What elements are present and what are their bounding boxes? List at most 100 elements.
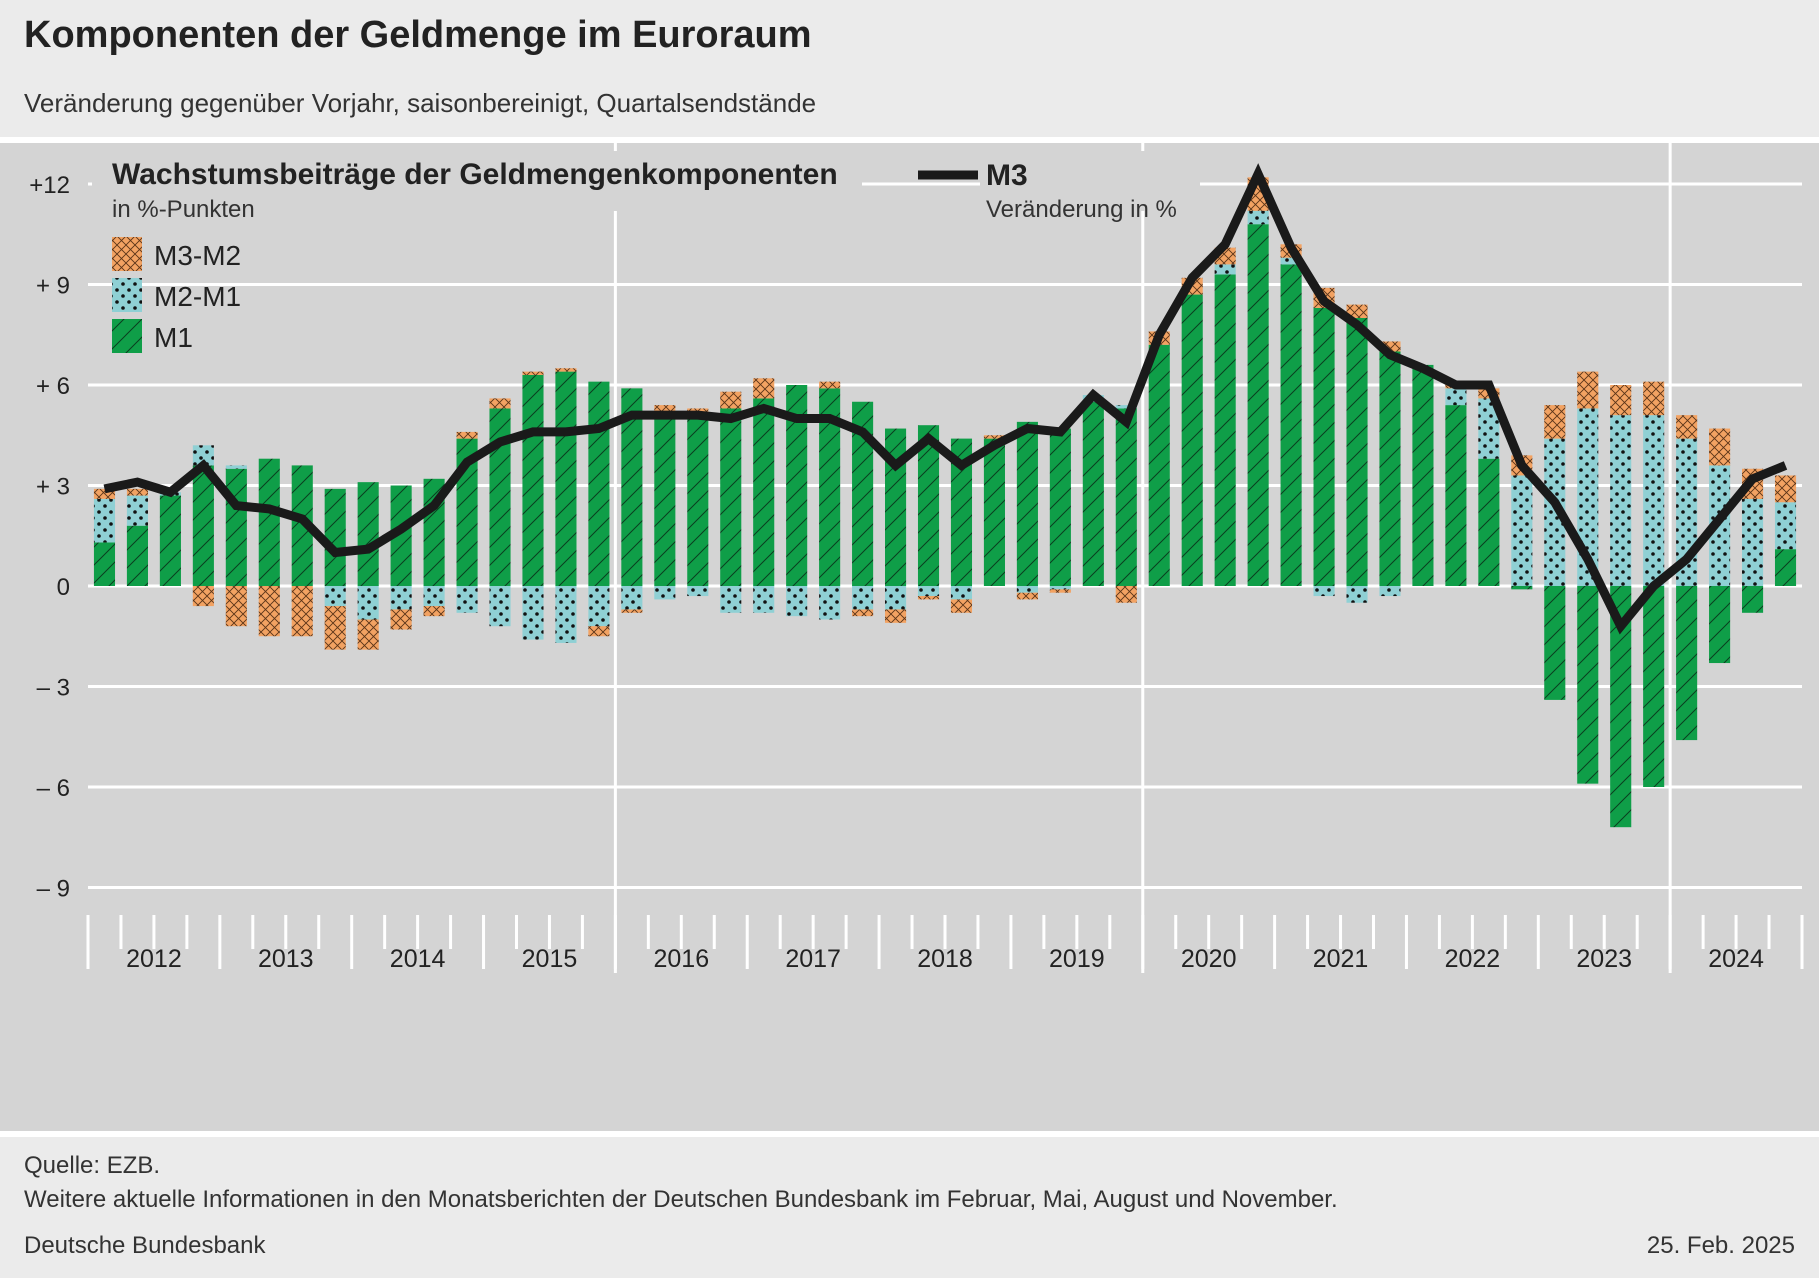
bar-m2m1 <box>357 586 379 620</box>
x-year-label: 2013 <box>258 945 314 973</box>
bar-m1 <box>1280 264 1302 586</box>
bar-m1 <box>852 401 874 586</box>
bar-m2m1 <box>621 586 643 610</box>
bar-m3m2 <box>983 435 1005 439</box>
bar-m1 <box>885 428 907 586</box>
bar-m2m1 <box>192 445 214 466</box>
bar-m3m2 <box>555 368 577 372</box>
bar-m2m1 <box>1115 405 1137 409</box>
bar-m1 <box>192 465 214 586</box>
bar-m3m2 <box>126 488 148 496</box>
x-year-label: 2023 <box>1576 945 1632 973</box>
y-tick-label: – 9 <box>37 876 70 903</box>
bar-m2m1 <box>1016 586 1038 593</box>
bar-m3m2 <box>950 599 973 613</box>
bar-m3m2 <box>324 606 346 650</box>
bar-m2m1 <box>588 586 610 627</box>
footer-note: Weitere aktuelle Informationen in den Mo… <box>24 1186 1338 1213</box>
bar-m2m1 <box>786 586 808 617</box>
x-year-label: 2020 <box>1181 945 1237 973</box>
bar-m1 <box>983 438 1005 586</box>
x-year-label: 2018 <box>917 945 973 973</box>
bar-m3m2 <box>1577 371 1599 409</box>
bar-m2m1 <box>1247 210 1269 225</box>
bar-m3m2 <box>258 586 280 637</box>
bar-m1 <box>93 542 116 586</box>
bar-m2m1 <box>522 586 544 640</box>
chart-title: Komponenten der Geldmenge im Euroraum <box>24 14 812 56</box>
bar-m2m1 <box>1379 586 1401 597</box>
bar-m1 <box>1709 586 1731 664</box>
x-year-label: 2015 <box>522 945 578 973</box>
bar-m3m2 <box>852 609 874 617</box>
bar-m1 <box>1643 586 1665 787</box>
legend-backdrop <box>92 151 862 211</box>
y-tick-label: – 6 <box>37 775 70 802</box>
bar-m2m1 <box>885 586 907 610</box>
bar-m2m1 <box>1346 586 1368 603</box>
bar-m2m1 <box>654 586 676 600</box>
legend: Wachstumsbeiträge der Geldmengenkomponen… <box>92 151 1200 353</box>
bar-m3m2 <box>588 626 610 637</box>
bar-m1 <box>1313 307 1335 586</box>
legend-item-m3m2: M3-M2 <box>154 240 241 271</box>
bar-m3m2 <box>522 371 544 375</box>
bar-m1 <box>291 465 313 586</box>
bar-m3m2 <box>1544 405 1566 439</box>
bar-m1 <box>1082 401 1104 586</box>
bar-m1 <box>1742 586 1764 613</box>
bar-m1 <box>390 485 412 586</box>
axes-layer: +12 + 9 + 6 + 3 0 – 3 – 6 – 9 2012 2013 2014 2015 20… <box>29 172 1804 975</box>
bar-m1 <box>126 525 148 586</box>
x-year-label: 2017 <box>785 945 841 973</box>
bar-m3m2 <box>489 398 511 409</box>
x-year-label: 2024 <box>1708 945 1764 973</box>
m3-line <box>103 163 1788 635</box>
bar-m2m1 <box>1049 586 1071 590</box>
bar-m1 <box>159 495 181 586</box>
bar-m2m1 <box>1214 264 1236 275</box>
bar-m3m2 <box>720 391 742 409</box>
bar-m1 <box>1478 458 1500 586</box>
bar-m2m1 <box>687 586 709 597</box>
bar-m3m2 <box>423 606 445 617</box>
bar-m1 <box>1676 586 1698 741</box>
legend-backdrop-right <box>980 151 1200 211</box>
bar-m3m2 <box>93 488 116 499</box>
x-year-label: 2012 <box>126 945 182 973</box>
bar-m3m2 <box>621 609 643 613</box>
bar-m2m1 <box>1742 498 1764 586</box>
bar-m2m1 <box>720 586 742 613</box>
x-year-label: 2014 <box>390 945 446 973</box>
y-tick-label: + 3 <box>36 474 70 501</box>
bar-m1 <box>1049 428 1071 586</box>
legend-swatch-m1 <box>112 319 142 353</box>
bar-m1 <box>950 438 973 586</box>
bar-m3m2 <box>456 431 478 439</box>
bar-m3m2 <box>1774 475 1797 503</box>
legend-item-m1: M1 <box>154 322 193 353</box>
bar-m2m1 <box>93 498 116 543</box>
y-tick-label: – 3 <box>37 675 70 702</box>
footer-date: 25. Feb. 2025 <box>1646 1232 1795 1259</box>
bar-m1 <box>687 415 709 586</box>
bar-m2m1 <box>390 586 412 610</box>
bar-m2m1 <box>753 586 775 613</box>
bar-m2m1 <box>1313 586 1335 597</box>
bar-m2m1 <box>917 586 940 597</box>
bar-m1 <box>1511 586 1533 590</box>
bar-m1 <box>1181 294 1203 586</box>
bar-m2m1 <box>1544 438 1566 586</box>
bar-m2m1 <box>819 586 841 620</box>
m3-line-layer <box>103 163 1788 635</box>
bar-m3m2 <box>225 586 247 627</box>
y-tick-label: + 9 <box>36 273 70 300</box>
legend-swatch-m3m2 <box>112 237 142 271</box>
bar-m1 <box>1148 344 1170 586</box>
bar-m3m2 <box>1610 385 1632 416</box>
legend-m3-unit: Veränderung in % <box>986 196 1177 223</box>
bar-m1 <box>225 468 247 586</box>
bar-m1 <box>1379 351 1401 586</box>
x-year-label: 2019 <box>1049 945 1105 973</box>
bar-m2m1 <box>1643 415 1665 586</box>
